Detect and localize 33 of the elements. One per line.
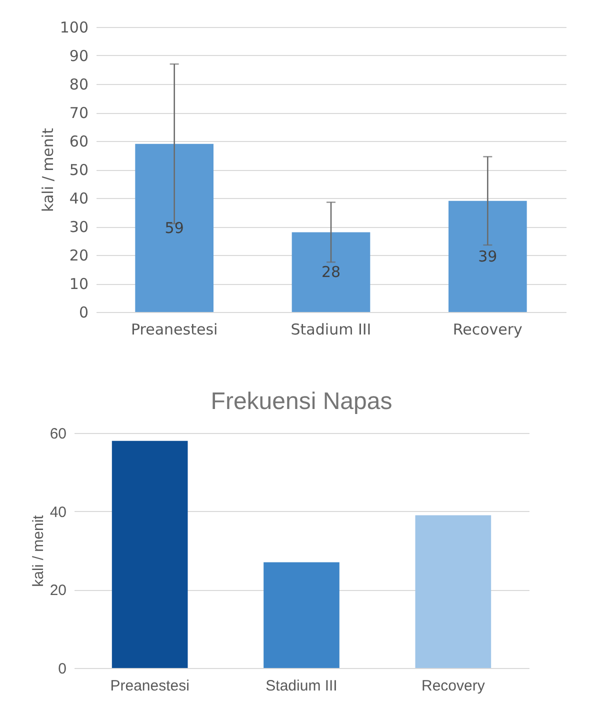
x-tick-label: Stadium III xyxy=(266,678,338,694)
x-tick-label: Stadium III xyxy=(290,320,372,338)
bar xyxy=(448,200,527,312)
y-tick-label: 70 xyxy=(69,104,88,122)
data-label: 59 xyxy=(164,218,184,237)
y-tick-label: 30 xyxy=(69,218,88,236)
y-tick-label: 50 xyxy=(69,161,88,179)
y-tick-label: 60 xyxy=(69,132,88,150)
y-tick-label: 20 xyxy=(50,582,66,600)
y-tick-label: 40 xyxy=(69,190,88,208)
bar xyxy=(415,515,492,668)
y-tick-label: 0 xyxy=(78,304,88,322)
data-label: 28 xyxy=(321,263,341,282)
y-tick-label: 80 xyxy=(69,76,88,94)
y-axis-title: kali / menit xyxy=(30,514,47,587)
y-tick-label: 20 xyxy=(69,246,88,264)
y-tick-label: 0 xyxy=(58,660,66,678)
x-tick-label: Preanestesi xyxy=(130,320,218,338)
y-tick-label: 10 xyxy=(69,275,88,293)
x-tick-label: Recovery xyxy=(452,320,523,338)
bar xyxy=(292,232,370,312)
y-tick-label: 60 xyxy=(50,426,66,442)
x-tick-label: Preanestesi xyxy=(110,678,190,694)
y-tick-label: 40 xyxy=(50,504,66,521)
data-label: 39 xyxy=(478,247,498,266)
x-tick-label: Recovery xyxy=(421,678,486,694)
bar xyxy=(135,144,214,312)
bar xyxy=(112,440,188,668)
y-tick-label: 100 xyxy=(60,18,88,36)
bar xyxy=(264,562,340,668)
y-tick-label: 90 xyxy=(69,47,88,65)
chart-title: Frekuensi Napas xyxy=(210,388,392,415)
y-axis-title: kali / menit xyxy=(38,128,57,212)
